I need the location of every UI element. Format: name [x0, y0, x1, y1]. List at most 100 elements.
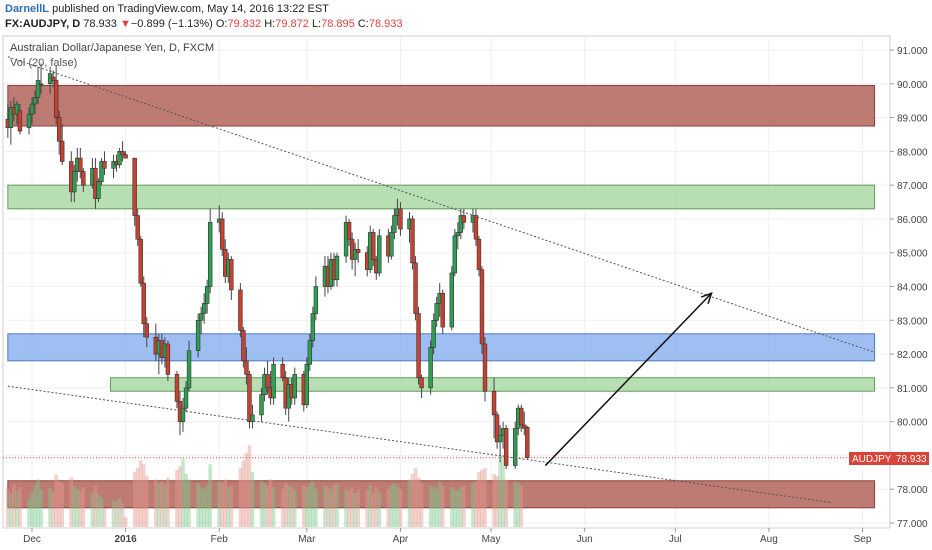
volume-bar: [187, 479, 191, 527]
candle-up: [38, 83, 44, 86]
volume-bar: [250, 471, 255, 527]
candle-down: [241, 330, 246, 362]
volume-bar: [205, 485, 209, 527]
volume-bar: [504, 479, 508, 527]
volume-bar: [371, 492, 376, 527]
candle-up: [14, 103, 20, 115]
candle-up: [434, 303, 439, 321]
candle-down: [56, 117, 62, 142]
volume-bar: [311, 481, 315, 527]
x-tick-label: Aug: [760, 534, 778, 545]
volume-bar: [513, 481, 517, 527]
volume-bar: [111, 500, 116, 527]
candle-up: [207, 222, 213, 287]
volume-bar: [154, 479, 158, 527]
candle-up: [512, 428, 518, 466]
high-value: 79.872: [275, 18, 309, 30]
volume-bar: [474, 481, 478, 527]
volume-bar: [69, 477, 74, 527]
volume-bar: [262, 483, 267, 527]
author-link[interactable]: DarnellL: [5, 3, 50, 15]
volume-bar: [157, 483, 161, 527]
candle-up: [334, 255, 340, 281]
candle-up: [250, 414, 255, 422]
volume-bar: [332, 485, 336, 527]
volume-bar: [93, 485, 98, 527]
open-value: 79.832: [227, 18, 262, 30]
volume-bar: [449, 487, 454, 527]
y-tick-label: 81.000: [897, 384, 928, 395]
y-tick-label: 89.000: [897, 114, 928, 125]
candle-up: [377, 235, 382, 274]
candle-down: [355, 249, 361, 254]
volume-bar: [329, 489, 333, 527]
volume-bar: [495, 475, 499, 527]
candle-up: [96, 181, 101, 199]
candles: [5, 63, 530, 469]
volume-bar: [368, 485, 373, 527]
volume-bar: [132, 471, 137, 527]
candle-up: [8, 107, 14, 129]
candle-up: [271, 363, 276, 399]
x-tick-label: Sep: [854, 534, 872, 545]
volume-bar: [292, 489, 297, 527]
candle-down: [102, 161, 107, 169]
candle-up: [458, 215, 464, 233]
candle-up: [392, 215, 397, 233]
candle-up: [259, 394, 264, 416]
volume-bar: [51, 491, 55, 527]
volume-bar: [365, 490, 370, 527]
open-label: O:: [215, 18, 228, 30]
candle-down: [371, 232, 376, 260]
volume-bar: [18, 487, 22, 527]
volume-bar: [265, 485, 270, 527]
volume-bar: [178, 466, 182, 527]
volume-bar: [12, 484, 16, 527]
volume-bar: [208, 464, 212, 527]
volume-bar: [138, 460, 143, 527]
candle-down: [413, 262, 418, 314]
candle-up: [29, 103, 35, 115]
volume-bar: [516, 483, 521, 527]
volume-bar: [54, 474, 58, 527]
volume-bar: [117, 498, 122, 527]
trendline: [7, 56, 875, 353]
volume-bar: [238, 468, 243, 527]
x-tick-label: May: [482, 534, 501, 545]
candle-down: [461, 215, 467, 223]
volume-bar: [483, 468, 487, 527]
published-text: published on TradingView.com, May 14, 20…: [52, 3, 329, 15]
symbol-line: FX:AUDJPY, D 78.933 ▼−0.899 (−1.13%) O:7…: [5, 18, 403, 30]
close-value: 78.933: [368, 18, 403, 30]
volume-bar: [386, 489, 391, 527]
candle-down: [81, 171, 86, 186]
candle-down: [220, 218, 225, 250]
zone-blue: [7, 333, 876, 362]
y-tick-label: 78.000: [897, 485, 928, 496]
y-tick-label: 87.000: [897, 181, 928, 192]
x-tick-label: Jun: [577, 534, 593, 545]
volume-bar: [75, 489, 80, 527]
candle-down: [247, 374, 252, 422]
volume-bar: [308, 483, 312, 527]
candle-down: [419, 377, 424, 389]
volume-bar: [226, 487, 231, 527]
volume-bar: [471, 483, 475, 527]
candle-down: [522, 424, 527, 429]
volume-bar: [30, 492, 34, 527]
x-tick-label: Jul: [669, 534, 682, 545]
volume-bar: [453, 489, 457, 527]
volume-bar: [163, 485, 167, 527]
trendline: [7, 385, 833, 504]
volume-bar: [229, 485, 234, 527]
x-tick-label: Feb: [211, 534, 229, 545]
volume-bar: [202, 489, 206, 527]
legend-title: Australian Dollar/Japanese Yen, D, FXCM: [10, 42, 214, 54]
volume-bar: [492, 473, 496, 527]
candle-up: [186, 350, 192, 389]
volume-bar: [9, 493, 13, 527]
volume-bars: [6, 445, 524, 527]
volume-bar: [398, 489, 403, 527]
volume-bar: [392, 483, 397, 527]
